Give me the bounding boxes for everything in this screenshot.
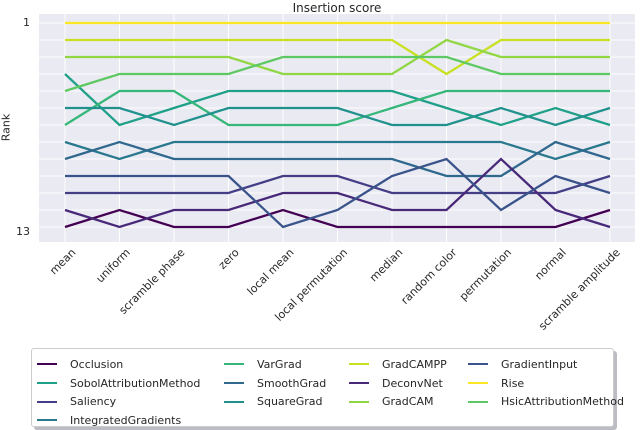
legend-line-swatch — [37, 400, 57, 403]
legend-line-swatch — [349, 363, 369, 366]
legend-entry: Occlusion — [37, 355, 200, 374]
series-line-GradCAMPP — [65, 38, 610, 76]
series-line-DeconvNet — [64, 157, 611, 229]
series-line-SmoothGrad — [64, 140, 611, 178]
legend-column: Occlusion SobolAttributionMethod Saliency I… — [37, 355, 200, 430]
legend-label: SquareGrad — [257, 395, 323, 409]
legend-line-swatch — [224, 400, 244, 403]
legend-line-swatch — [37, 363, 57, 366]
legend-line-swatch — [349, 382, 369, 385]
legend-line-swatch — [37, 382, 57, 385]
y-tick-top: 1 — [23, 16, 30, 29]
legend-line-swatch — [468, 363, 488, 366]
legend-entry: SmoothGrad — [224, 374, 326, 393]
series-line-SobolAttributionMethod — [64, 73, 611, 127]
legend-entry: IntegratedGradients — [37, 411, 200, 430]
legend-label: GradientInput — [501, 357, 578, 371]
legend-entry: GradCAM — [349, 392, 447, 411]
legend-entry: GradCAMPP — [349, 355, 447, 374]
y-axis-label: Rank — [0, 113, 13, 142]
series-line-Occlusion — [64, 208, 611, 229]
legend-label: DeconvNet — [382, 376, 443, 390]
series-line-HsicAttributionMethod — [64, 55, 610, 93]
legend-label: Occlusion — [70, 357, 124, 371]
legend-label: IntegratedGradients — [70, 413, 182, 427]
series-line-GradCAM — [65, 38, 610, 76]
series-line-SquareGrad — [65, 106, 611, 127]
legend-column: GradCAMPP DeconvNet GradCAM — [349, 355, 447, 411]
legend-column: VarGrad SmoothGrad SquareGrad — [224, 355, 326, 411]
legend-label: SobolAttributionMethod — [70, 376, 201, 390]
legend-line-swatch — [224, 363, 244, 366]
series-line-VarGrad — [64, 89, 610, 127]
series-line-Saliency — [65, 174, 611, 195]
legend-label: VarGrad — [257, 357, 302, 371]
legend-entry: GradientInput — [468, 355, 624, 374]
legend-line-swatch — [349, 400, 369, 403]
legend-line-swatch — [468, 382, 488, 385]
legend-entry: DeconvNet — [349, 374, 447, 393]
legend-entry: VarGrad — [224, 355, 326, 374]
legend-entry: SobolAttributionMethod — [37, 374, 200, 393]
page-title: Insertion score — [292, 1, 382, 15]
legend-entry: Saliency — [37, 392, 200, 411]
legend-line-swatch — [468, 400, 488, 403]
legend-entry: Rise — [468, 374, 624, 393]
series-line-IntegratedGradients — [64, 140, 611, 161]
legend-label: SmoothGrad — [257, 376, 327, 390]
legend-line-swatch — [37, 419, 57, 422]
legend-label: GradCAM — [382, 395, 434, 409]
legend-label: GradCAMPP — [382, 357, 447, 371]
legend-label: HsicAttributionMethod — [501, 395, 624, 409]
legend-line-swatch — [224, 382, 244, 385]
legend-entry: SquareGrad — [224, 392, 326, 411]
legend-column: GradientInput Rise HsicAttributionMethod — [468, 355, 624, 411]
legend-label: Rise — [501, 376, 525, 390]
legend: Occlusion SobolAttributionMethod Saliency I… — [31, 348, 624, 430]
y-tick-bottom: 13 — [16, 225, 30, 238]
legend-entry: HsicAttributionMethod — [468, 392, 624, 411]
legend-label: Saliency — [70, 395, 117, 409]
series-line-GradientInput — [65, 157, 611, 229]
